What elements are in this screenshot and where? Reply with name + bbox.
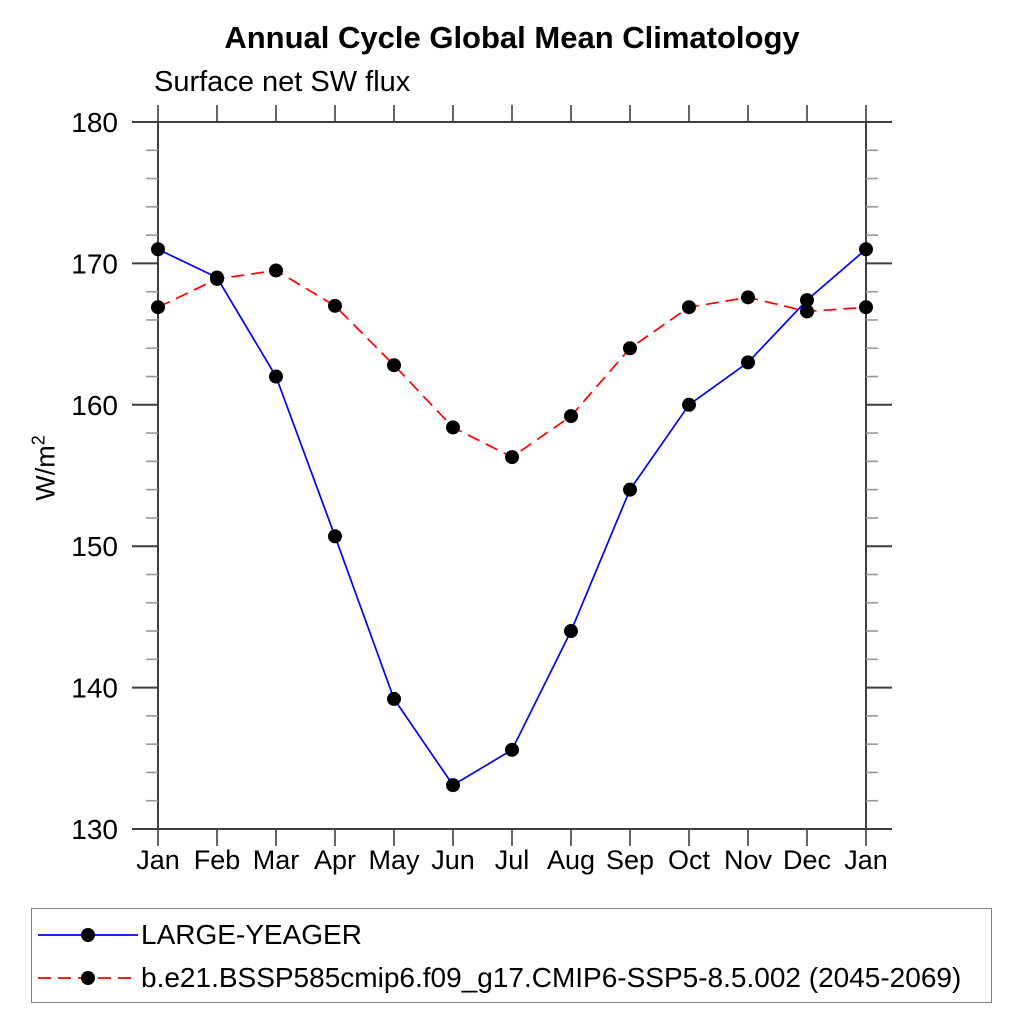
- legend-line-sample-solid: [38, 928, 138, 942]
- series-1-marker: [564, 409, 578, 424]
- x-tick-label: Dec: [783, 845, 831, 875]
- chart-title: Annual Cycle Global Mean Climatology: [224, 20, 800, 55]
- series-1-marker: [741, 290, 755, 305]
- series-1-marker: [151, 300, 165, 315]
- legend-label: LARGE-YEAGER: [141, 919, 362, 950]
- series-0-marker: [564, 624, 578, 639]
- series-1-marker: [682, 300, 696, 315]
- series-0-marker: [151, 242, 165, 257]
- x-tick-label: Jul: [495, 845, 530, 875]
- series-1-marker: [328, 298, 342, 313]
- series-1-marker: [387, 358, 401, 373]
- legend-label: b.e21.BSSP585cmip6.f09_g17.CMIP6-SSP5-8.…: [141, 962, 962, 993]
- series-1-marker: [210, 271, 224, 286]
- legend-line-sample-dashed: [38, 971, 138, 985]
- y-tick-label: 180: [71, 107, 118, 138]
- y-tick-label: 160: [71, 390, 118, 421]
- chart-subtitle: Surface net SW flux: [154, 66, 411, 98]
- y-tick-label: 140: [71, 673, 118, 704]
- series-0-marker: [623, 482, 637, 497]
- series-0-marker: [859, 242, 873, 257]
- x-tick-label: Apr: [314, 845, 356, 875]
- x-tick-label: Mar: [253, 845, 300, 875]
- x-tick-label: Sep: [606, 845, 654, 875]
- series-1-marker: [269, 263, 283, 278]
- series-0-marker: [328, 529, 342, 544]
- series-0-marker: [682, 397, 696, 412]
- series-1-marker: [800, 304, 814, 319]
- legend-item-ssp585: b.e21.BSSP585cmip6.f09_g17.CMIP6-SSP5-8.…: [38, 962, 962, 993]
- series-1-marker: [623, 341, 637, 356]
- x-tick-label: Aug: [547, 845, 595, 875]
- series-1-marker: [505, 450, 519, 465]
- legend-item-large-yeager: LARGE-YEAGER: [38, 919, 362, 950]
- x-tick-label: Jan: [844, 845, 888, 875]
- x-tick-label: Nov: [724, 845, 773, 875]
- series-0-marker: [269, 369, 283, 384]
- x-tick-label: May: [368, 845, 420, 875]
- series-1-marker: [446, 420, 460, 435]
- y-tick-label: 130: [71, 814, 118, 845]
- series-0-marker: [446, 778, 460, 793]
- series-0-marker: [387, 691, 401, 706]
- x-tick-label: Feb: [194, 845, 241, 875]
- y-tick-label: 150: [71, 531, 118, 562]
- series-0-marker: [741, 355, 755, 370]
- series-line-0: [157, 248, 867, 787]
- legend-box: LARGE-YEAGER b.e21.BSSP585cmip6.f09_g17.…: [31, 908, 992, 1003]
- plot-frame: [157, 121, 867, 830]
- x-tick-label: Oct: [668, 845, 711, 875]
- x-tick-label: Jan: [136, 845, 180, 875]
- x-tick-label: Jun: [431, 845, 475, 875]
- series-0-marker: [505, 742, 519, 757]
- series-1-marker: [859, 300, 873, 315]
- series-0-marker: [800, 293, 814, 308]
- y-tick-label: 170: [71, 248, 118, 279]
- series-line-1: [157, 269, 867, 459]
